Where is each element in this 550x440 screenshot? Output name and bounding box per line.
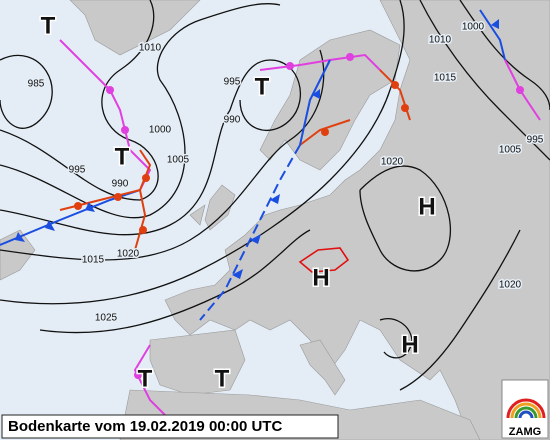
pressure-center: H bbox=[401, 331, 418, 358]
pressure-center: T bbox=[255, 73, 270, 100]
isobar-label: 1015 bbox=[82, 255, 105, 266]
isobar-label: 1005 bbox=[167, 155, 190, 166]
isobar-label: 995 bbox=[224, 77, 241, 88]
pressure-center: T bbox=[115, 143, 130, 170]
isobar-label: 1000 bbox=[462, 22, 485, 33]
isobar-label: 1000 bbox=[149, 125, 172, 136]
isobar-label: 1010 bbox=[429, 35, 452, 46]
isobars bbox=[0, 0, 550, 391]
isobar-label: 1015 bbox=[434, 73, 457, 84]
pressure-center: T bbox=[215, 365, 230, 392]
austria-outline bbox=[298, 247, 350, 273]
isobar-label: 995 bbox=[527, 135, 544, 146]
isobar-label: 985 bbox=[28, 79, 45, 90]
pressure-center: T bbox=[41, 12, 56, 39]
isobar-label: 1005 bbox=[499, 145, 522, 156]
logo-text: ZAMG bbox=[509, 426, 541, 438]
isobar-label: 1025 bbox=[95, 313, 118, 324]
pressure-center: H bbox=[312, 264, 329, 291]
pressure-center: T bbox=[138, 365, 153, 392]
isobar-label: 1020 bbox=[381, 157, 404, 168]
isobar-label: 995 bbox=[69, 165, 86, 176]
fronts bbox=[0, 9, 541, 421]
isobar-label: 990 bbox=[224, 115, 241, 126]
isobar-label: 1020 bbox=[499, 280, 522, 291]
caption-box bbox=[1, 414, 339, 439]
isobar-label: 1010 bbox=[139, 43, 162, 54]
isobar-label: 990 bbox=[112, 179, 129, 190]
logo: ZAMG bbox=[501, 379, 549, 439]
caption: Bodenkarte vom 19.02.2019 00:00 UTC bbox=[8, 418, 282, 435]
isobar-label: 1020 bbox=[117, 249, 140, 260]
pressure-center: H bbox=[418, 193, 435, 220]
